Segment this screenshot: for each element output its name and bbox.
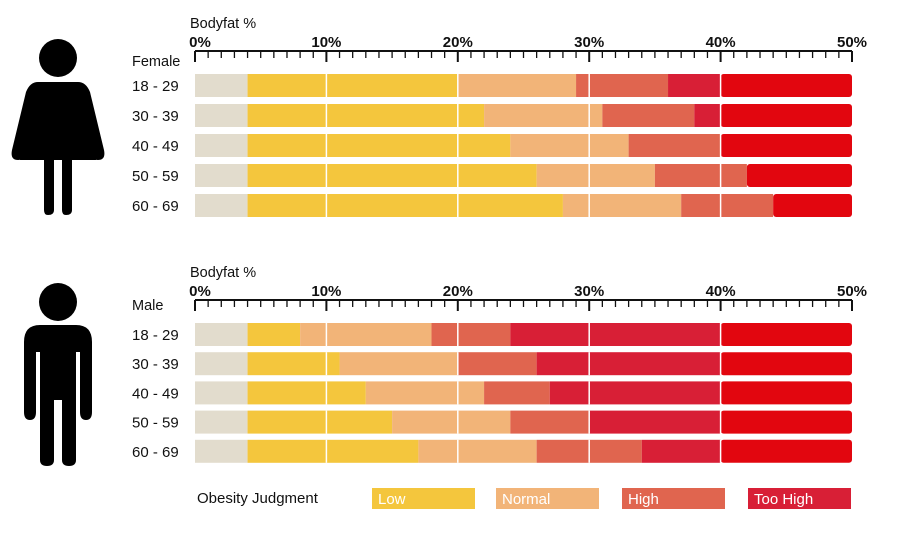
tick-label: 20% — [443, 34, 473, 51]
bar-segment-essential — [195, 134, 248, 157]
category-label: 18 - 29 — [132, 327, 179, 344]
bar-segment-essential — [195, 323, 248, 346]
bar-segment-normal — [366, 381, 484, 404]
axis-title: Bodyfat % — [190, 16, 256, 32]
bar-segment-low — [248, 381, 366, 404]
tick-label: 30% — [574, 34, 604, 51]
bar-segment-normal — [458, 74, 576, 97]
bar-segment-low — [248, 104, 485, 127]
bar-segment-too-high — [721, 104, 852, 127]
legend-label: Low — [378, 491, 406, 508]
bar-segment-too-high — [721, 440, 852, 463]
bar-segment-low — [248, 323, 301, 346]
bar-segment-normal — [510, 134, 628, 157]
bar-segment-too-high — [589, 411, 720, 434]
bar-segment-too-high — [642, 440, 721, 463]
bar-segment-low — [248, 134, 511, 157]
bar-segment-high — [602, 104, 694, 127]
bar-segment-essential — [195, 164, 248, 187]
category-label: 60 - 69 — [132, 198, 179, 215]
bar-segment-essential — [195, 440, 248, 463]
category-label: 40 - 49 — [132, 138, 179, 155]
group-label: Male — [132, 298, 163, 314]
category-label: 60 - 69 — [132, 444, 179, 461]
bar-segment-normal — [418, 440, 536, 463]
male-chart: Bodyfat % Male 0% 10% 20% 30% 40% 50% 18 - 29 30 … — [132, 265, 867, 463]
tick-label: 40% — [706, 34, 736, 51]
bar-segment-high — [432, 323, 511, 346]
legend-title: Obesity Judgment — [197, 490, 319, 507]
category-label: 50 - 59 — [132, 168, 179, 185]
bar-segment-essential — [195, 381, 248, 404]
bar-segment-high — [655, 164, 747, 187]
bar-segment-normal — [392, 411, 510, 434]
legend: Obesity Judgment Low Normal High Too High — [197, 488, 851, 509]
bar-segment-essential — [195, 194, 248, 217]
bar-segment-low — [248, 164, 537, 187]
tick-label: 50% — [837, 283, 867, 300]
category-label: 18 - 29 — [132, 78, 179, 95]
bar-segment-high — [629, 134, 721, 157]
bar-segment-normal — [300, 323, 431, 346]
tick-label: 10% — [311, 34, 341, 51]
legend-label: High — [628, 491, 659, 508]
bar-segment-too-high — [537, 352, 721, 375]
bar-segment-too-high — [721, 381, 852, 404]
group-label: Female — [132, 54, 180, 70]
legend-label: Too High — [754, 491, 813, 508]
bar-segment-essential — [195, 352, 248, 375]
category-label: 30 - 39 — [132, 356, 179, 373]
bar-segment-normal — [340, 352, 458, 375]
bar-segment-normal — [563, 194, 681, 217]
bar-segment-too-high — [773, 194, 852, 217]
female-figure-icon — [12, 39, 105, 215]
bar-segment-too-high — [721, 352, 852, 375]
tick-label: 40% — [706, 283, 736, 300]
bar-segment-too-high — [668, 74, 721, 97]
bar-segment-too-high — [747, 164, 852, 187]
bar-segment-essential — [195, 411, 248, 434]
bar-segment-too-high — [550, 381, 721, 404]
bar-segment-high — [681, 194, 773, 217]
bar-segment-too-high — [721, 411, 852, 434]
axis-title: Bodyfat % — [190, 265, 256, 281]
legend-label: Normal — [502, 491, 550, 508]
bar-segment-too-high — [694, 104, 720, 127]
bar-segment-too-high — [510, 323, 720, 346]
bar-segment-too-high — [721, 74, 852, 97]
tick-label: 10% — [311, 283, 341, 300]
tick-label: 0% — [189, 283, 211, 300]
bar-segment-high — [484, 381, 550, 404]
tick-label: 0% — [189, 34, 211, 51]
bar-segment-too-high — [721, 323, 852, 346]
bar-segment-low — [248, 411, 393, 434]
bar-segment-normal — [484, 104, 602, 127]
bar-segment-low — [248, 194, 563, 217]
tick-label: 20% — [443, 283, 473, 300]
tick-label: 30% — [574, 283, 604, 300]
bar-segment-high — [458, 352, 537, 375]
bar-segment-too-high — [721, 134, 852, 157]
male-figure-icon — [24, 283, 92, 466]
category-label: 50 - 59 — [132, 415, 179, 432]
category-label: 30 - 39 — [132, 108, 179, 125]
female-chart: Bodyfat % Female 0% 10% 20% 30% 40% 50% 18 - 29 3… — [132, 16, 867, 217]
bar-segment-essential — [195, 104, 248, 127]
bar-segment-high — [510, 411, 589, 434]
bar-segment-low — [248, 440, 419, 463]
bar-segment-normal — [537, 164, 655, 187]
tick-label: 50% — [837, 34, 867, 51]
bar-segment-low — [248, 74, 458, 97]
category-label: 40 - 49 — [132, 385, 179, 402]
bar-segment-essential — [195, 74, 248, 97]
